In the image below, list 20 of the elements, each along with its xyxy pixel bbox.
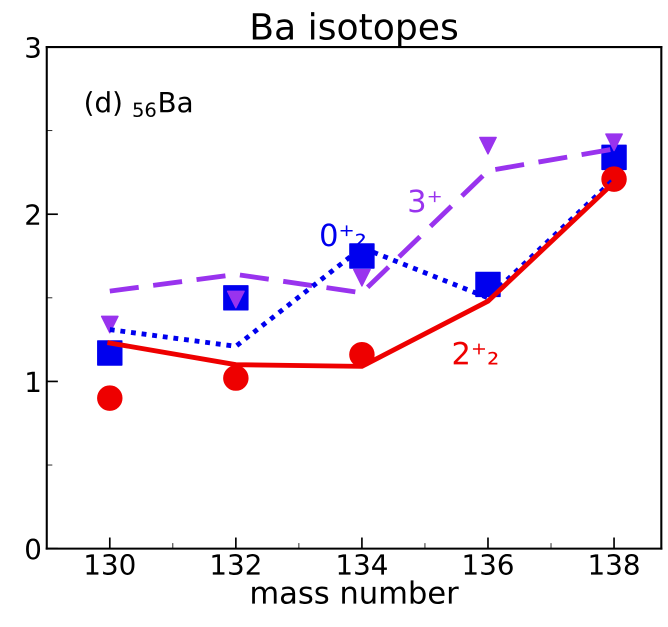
point [605,133,623,152]
chart-title: Ba isotopes [252,12,458,48]
point [223,365,249,391]
y-tick-label: 1 [27,372,40,392]
x-tick-label: 132 [212,554,260,575]
series-label: 3⁺ [409,189,441,212]
x-tick-label: 134 [338,554,387,575]
point [97,385,123,411]
x-tick-label: 138 [590,554,639,575]
point [479,136,497,155]
y-tick-label: 2 [26,204,40,225]
annotation: (d) $_{56}$Ba [86,91,192,118]
y-tick-label: 0 [26,538,40,560]
x-tick-label: 136 [464,554,513,575]
point [100,316,119,334]
x-tick-label: 130 [86,554,134,575]
point [353,268,371,287]
x-axis-title: mass number [252,580,459,604]
series-label: 2⁺₂ [454,342,498,364]
y-tick-label: 3 [26,36,40,58]
